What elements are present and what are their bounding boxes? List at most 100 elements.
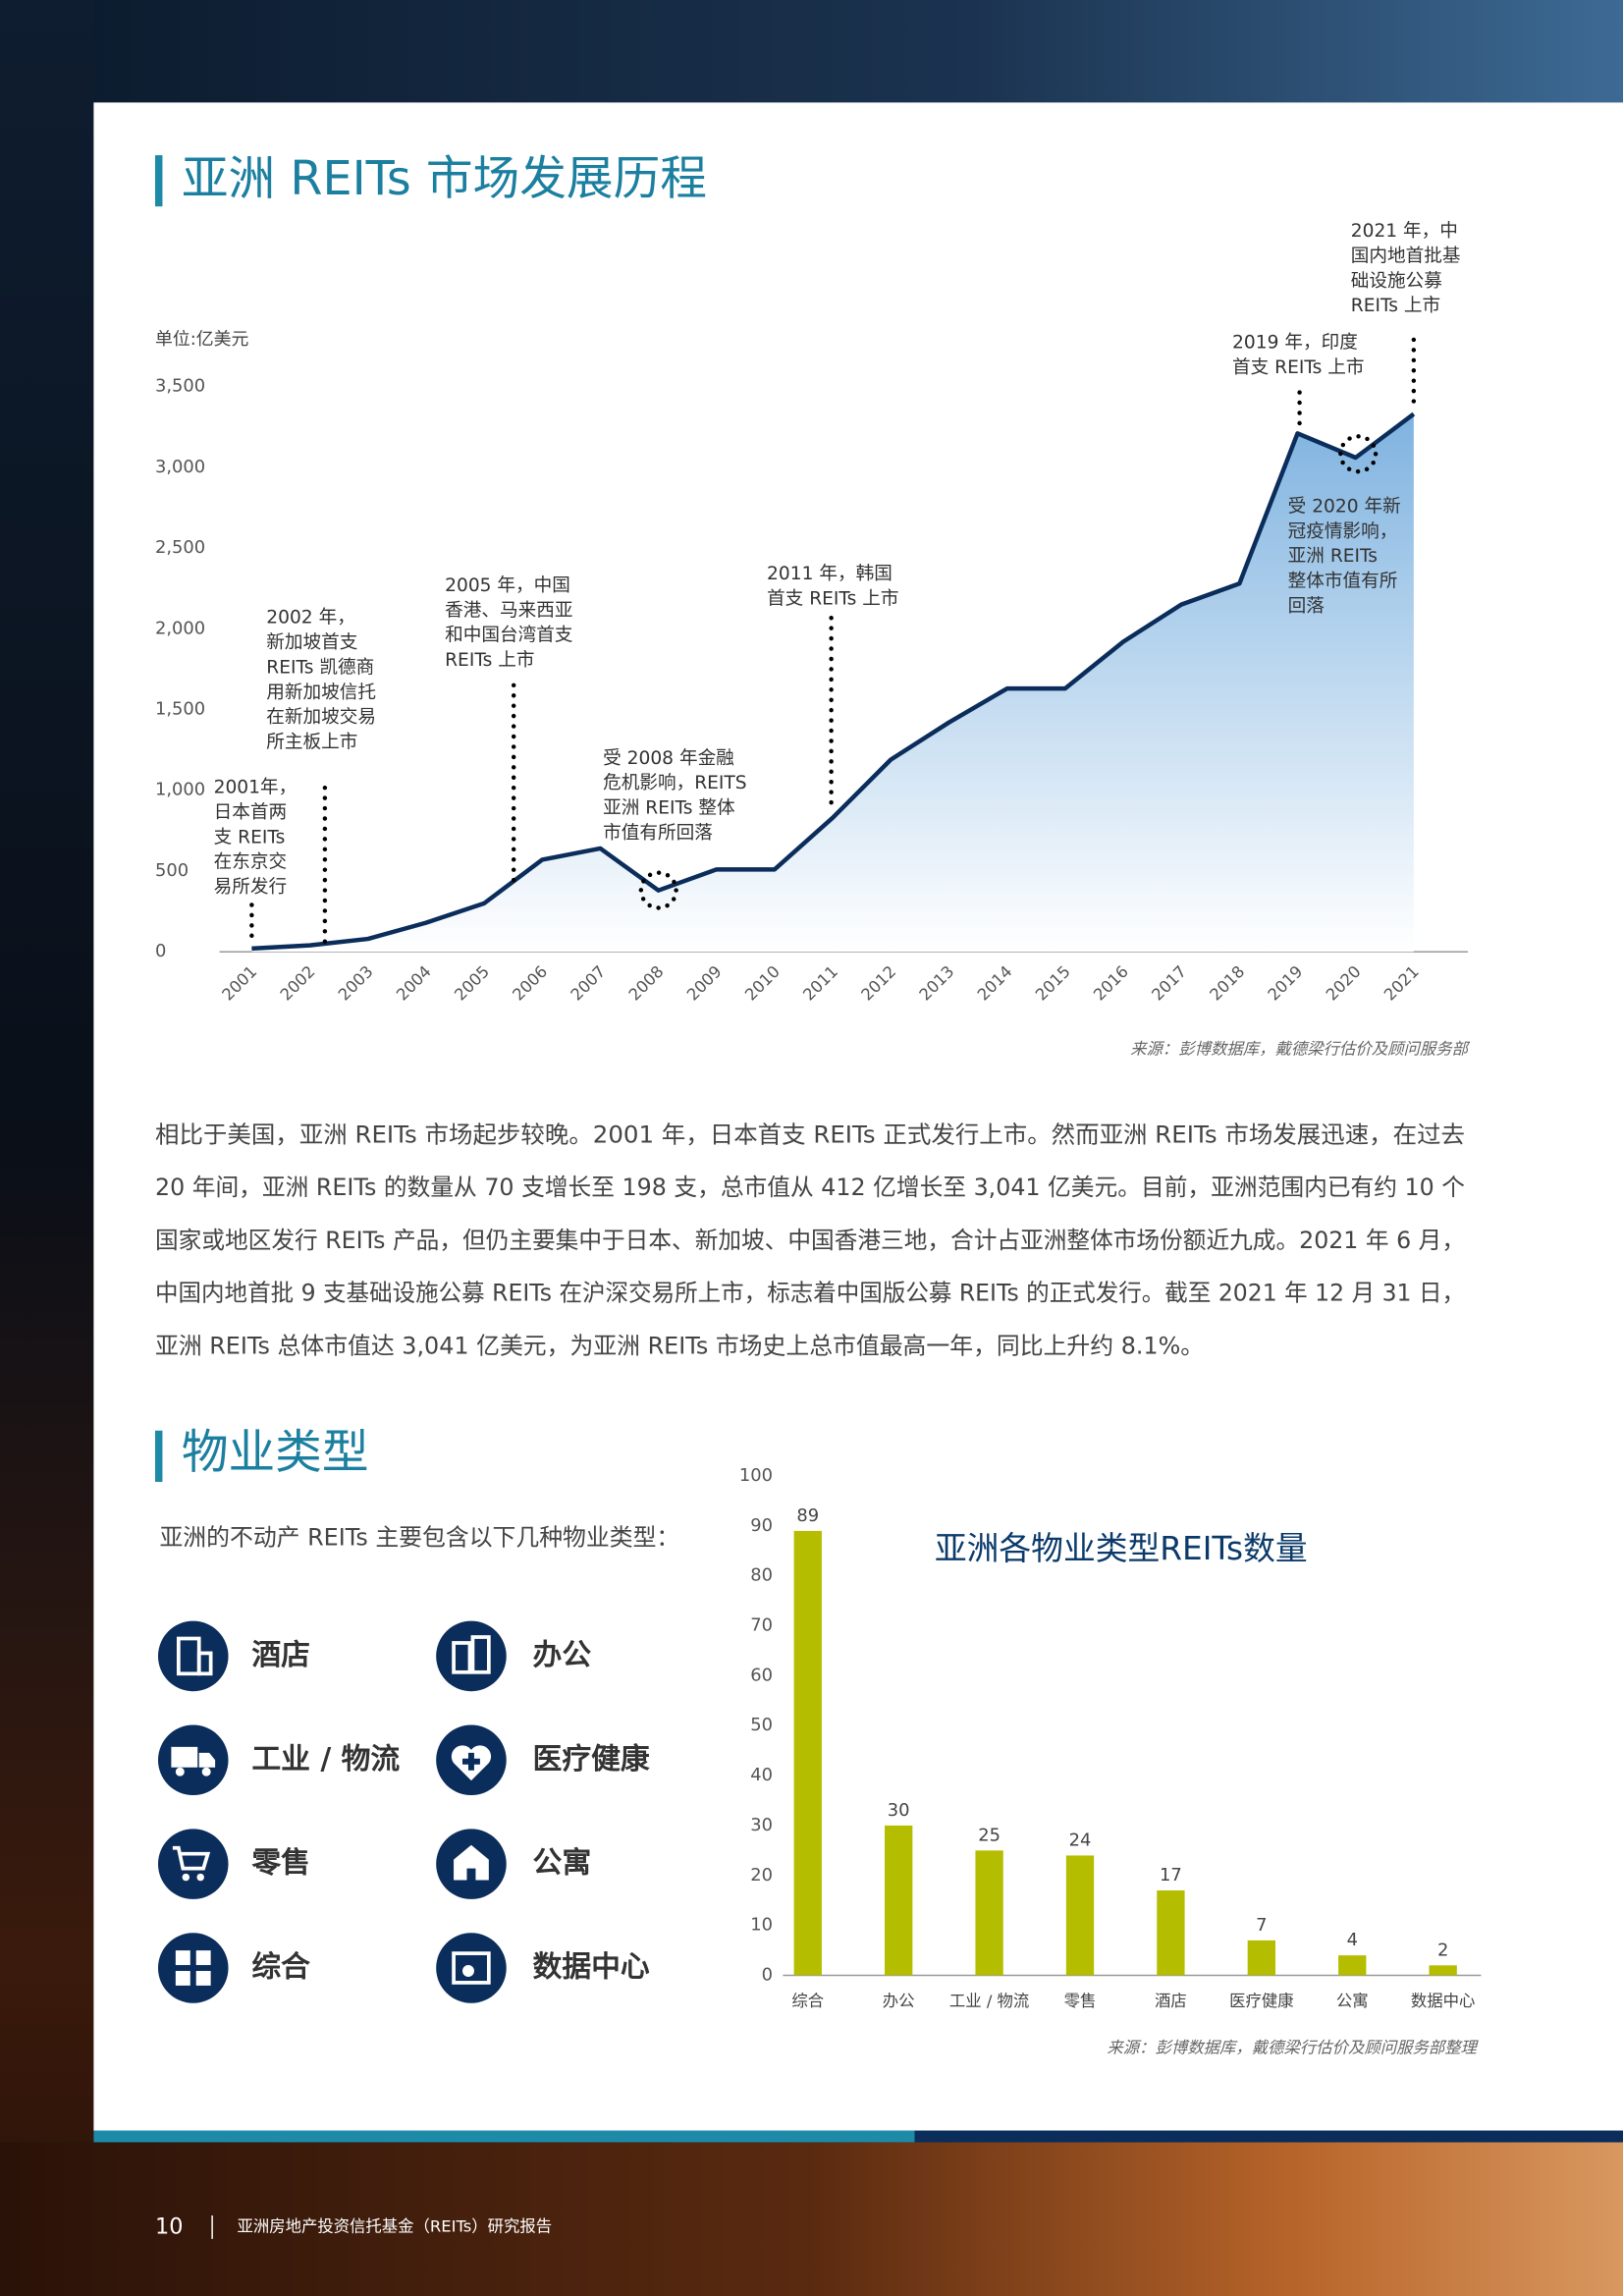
annotation: 日本首两 bbox=[214, 802, 288, 823]
annotation: 2021 年，中 bbox=[1351, 221, 1458, 242]
heading: 物业类型 bbox=[182, 1426, 369, 1480]
paragraph-line: 20 年间，亚洲 REITs 的数量从 70 支增长至 198 支，总市值从 4… bbox=[155, 1174, 1465, 1201]
bar bbox=[1338, 1955, 1367, 1976]
truck-icon bbox=[175, 1767, 185, 1777]
annotation: 危机影响，REITS bbox=[603, 773, 747, 793]
annotation-circle bbox=[638, 870, 678, 910]
data-label: 25 bbox=[978, 1825, 1001, 1845]
y-tick-label: 3,500 bbox=[155, 376, 205, 397]
data-label: 89 bbox=[796, 1505, 819, 1526]
footer-bar-navy bbox=[914, 2130, 1623, 2143]
x-tick-label: 公寓 bbox=[1336, 1992, 1369, 2010]
content-panel bbox=[93, 102, 1623, 2131]
truck-icon bbox=[198, 1752, 216, 1768]
bar bbox=[975, 1850, 1003, 1976]
chart-title: 亚洲各物业类型REITs数量 bbox=[935, 1530, 1308, 1567]
bar bbox=[1157, 1890, 1185, 1976]
property-type: 公寓 bbox=[533, 1846, 592, 1881]
annotation: 用新加坡信托 bbox=[266, 683, 376, 703]
annotation: REITs 上市 bbox=[445, 650, 534, 671]
paragraph-line: 相比于美国，亚洲 REITs 市场起步较晚。2001 年，日本首支 REITs … bbox=[155, 1121, 1465, 1149]
left-background bbox=[0, 0, 94, 2296]
x-tick-label: 数据中心 bbox=[1411, 1992, 1476, 2010]
property-intro: 亚洲的不动产 REITs 主要包含以下几种物业类型： bbox=[159, 1524, 679, 1552]
bar bbox=[1429, 1965, 1457, 1976]
annotation: REITs 上市 bbox=[1351, 296, 1440, 316]
y-tick-label: 30 bbox=[750, 1815, 773, 1835]
apartment-icon bbox=[466, 1868, 476, 1881]
y-tick-label: 60 bbox=[750, 1665, 773, 1685]
property-type: 数据中心 bbox=[533, 1949, 650, 1984]
annotation: 亚洲 REITs bbox=[1288, 546, 1378, 567]
y-tick-label: 1,500 bbox=[155, 699, 205, 720]
annotation: 支 REITs bbox=[214, 827, 286, 847]
bar bbox=[1065, 1855, 1095, 1976]
data-label: 7 bbox=[1256, 1915, 1267, 1936]
annotation: 亚洲 REITs 整体 bbox=[603, 798, 735, 819]
annotation: 2001年， bbox=[214, 778, 298, 798]
bar bbox=[1247, 1940, 1275, 1976]
y-tick-label: 80 bbox=[750, 1565, 773, 1586]
annotation-circle bbox=[1338, 434, 1379, 474]
annotation: 首支 REITs 上市 bbox=[1232, 357, 1365, 378]
heading-bar bbox=[154, 1430, 163, 1482]
property-type: 综合 bbox=[251, 1949, 310, 1984]
property-type: 酒店 bbox=[251, 1638, 310, 1672]
y-tick-label: 1,000 bbox=[155, 780, 205, 800]
data-label: 30 bbox=[888, 1800, 910, 1821]
source-note: 来源：彭博数据库，戴德梁行估价及顾问服务部 bbox=[1130, 1040, 1470, 1059]
y-tick-label: 100 bbox=[739, 1465, 773, 1486]
annotation: 受 2008 年金融 bbox=[603, 748, 734, 769]
annotation: 市值有所回落 bbox=[603, 823, 713, 844]
annotation: 香港、马来西亚 bbox=[445, 600, 572, 621]
y-tick-label: 10 bbox=[750, 1915, 773, 1936]
hotel-icon bbox=[196, 1651, 213, 1676]
bottom-background bbox=[0, 2142, 1623, 2296]
annotation: 础设施公募 bbox=[1351, 271, 1442, 292]
truck-icon bbox=[171, 1746, 198, 1768]
y-tick-label: 90 bbox=[750, 1515, 773, 1536]
annotation: 2002 年， bbox=[266, 608, 355, 629]
x-tick-label: 零售 bbox=[1064, 1992, 1097, 2010]
x-tick-label: 酒店 bbox=[1155, 1992, 1187, 2010]
icon-circle bbox=[157, 1829, 229, 1899]
annotation: 易所发行 bbox=[214, 877, 288, 898]
y-tick-label: 50 bbox=[750, 1715, 773, 1735]
cart-icon bbox=[172, 1845, 211, 1871]
y-tick-label: 0 bbox=[762, 1964, 773, 1985]
icon-circle bbox=[157, 1933, 229, 2003]
office-icon bbox=[452, 1641, 472, 1674]
line bbox=[251, 411, 1416, 952]
annotation: 受 2020 年新 bbox=[1288, 496, 1401, 517]
paragraph-line: 中国内地首批 9 支基础设施公募 REITs 在沪深交易所上市，标志着中国版公募… bbox=[155, 1280, 1465, 1307]
annotation: 冠疫情影响， bbox=[1288, 521, 1398, 542]
truck-icon bbox=[201, 1767, 211, 1777]
x-tick-label: 综合 bbox=[791, 1992, 824, 2010]
annotation: 2011 年，韩国 bbox=[767, 564, 893, 584]
health-icon bbox=[462, 1752, 480, 1771]
source-note: 来源：彭博数据库，戴德梁行估价及顾问服务部整理 bbox=[1107, 2039, 1479, 2057]
paragraph-line: 国家或地区发行 REITs 产品，但仍主要集中于日本、新加坡、中国香港三地，合计… bbox=[155, 1227, 1465, 1254]
datacenter-icon bbox=[462, 1965, 474, 1977]
data-label: 4 bbox=[1347, 1930, 1358, 1950]
y-tick-label: 20 bbox=[750, 1865, 773, 1886]
mixed-icon bbox=[195, 1950, 211, 1966]
annotation: 国内地首批基 bbox=[1351, 246, 1461, 266]
mixed-icon bbox=[195, 1970, 211, 1986]
page-number: 10 bbox=[155, 2214, 183, 2239]
area bbox=[251, 413, 1414, 953]
heading-bar bbox=[154, 155, 163, 207]
property-type: 工业 / 物流 bbox=[251, 1742, 400, 1777]
annotation: 整体市值有所 bbox=[1288, 571, 1398, 591]
y-tick-label: 70 bbox=[750, 1615, 773, 1636]
x-tick-label: 工业 / 物流 bbox=[949, 1992, 1029, 2010]
top-background bbox=[0, 0, 1623, 103]
data-label: 2 bbox=[1437, 1940, 1448, 1960]
icon-group bbox=[157, 1620, 507, 2003]
bar bbox=[885, 1825, 913, 1976]
property-type: 零售 bbox=[251, 1846, 310, 1881]
property-type: 办公 bbox=[533, 1638, 592, 1672]
mixed-icon bbox=[175, 1970, 190, 1986]
